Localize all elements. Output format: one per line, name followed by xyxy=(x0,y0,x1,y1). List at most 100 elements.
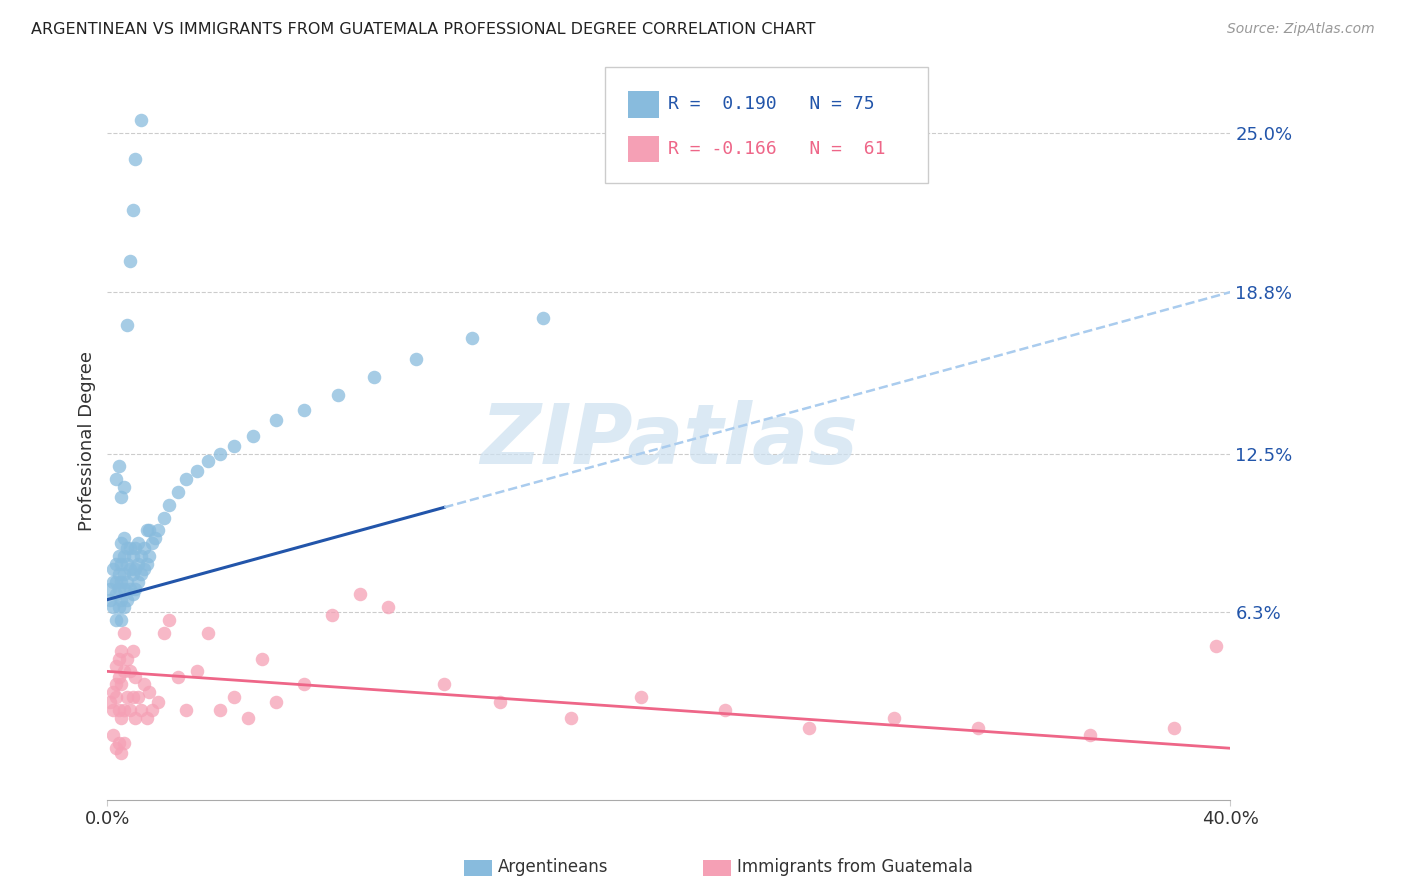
Point xyxy=(127,574,149,589)
Point xyxy=(141,703,163,717)
Point xyxy=(174,472,197,486)
Point xyxy=(110,747,132,761)
Point xyxy=(138,549,160,563)
Point xyxy=(121,644,143,658)
Point xyxy=(132,541,155,556)
Point xyxy=(118,703,141,717)
Point xyxy=(264,413,287,427)
Point xyxy=(132,677,155,691)
Point xyxy=(197,626,219,640)
Point xyxy=(349,587,371,601)
Point xyxy=(118,665,141,679)
Point xyxy=(321,607,343,622)
Point xyxy=(107,566,129,581)
Point xyxy=(115,651,138,665)
Point xyxy=(146,524,169,538)
Point xyxy=(135,710,157,724)
Point xyxy=(121,587,143,601)
Point xyxy=(124,152,146,166)
Point xyxy=(110,613,132,627)
Point xyxy=(186,465,208,479)
Point xyxy=(115,690,138,704)
Point xyxy=(112,480,135,494)
Point xyxy=(124,541,146,556)
Point xyxy=(112,600,135,615)
Point xyxy=(292,403,315,417)
Point xyxy=(363,369,385,384)
Point xyxy=(107,549,129,563)
Point xyxy=(461,331,484,345)
Y-axis label: Professional Degree: Professional Degree xyxy=(79,351,96,531)
Point xyxy=(101,685,124,699)
Point xyxy=(115,574,138,589)
Point xyxy=(799,721,821,735)
Point xyxy=(104,472,127,486)
Point xyxy=(104,690,127,704)
Point xyxy=(129,113,152,128)
Point xyxy=(146,695,169,709)
Point xyxy=(112,665,135,679)
Point xyxy=(236,710,259,724)
Point xyxy=(112,582,135,597)
Point xyxy=(121,202,143,217)
Point xyxy=(115,557,138,571)
Point xyxy=(110,677,132,691)
Point xyxy=(118,582,141,597)
Point xyxy=(110,574,132,589)
Point xyxy=(326,387,349,401)
Point xyxy=(115,541,138,556)
Point xyxy=(98,582,121,597)
Point xyxy=(124,562,146,576)
Point xyxy=(1205,639,1227,653)
Point xyxy=(118,254,141,268)
Point xyxy=(104,557,127,571)
Point xyxy=(104,741,127,756)
Point xyxy=(138,524,160,538)
Point xyxy=(107,736,129,750)
Point xyxy=(107,651,129,665)
Point xyxy=(101,562,124,576)
Point xyxy=(115,592,138,607)
Text: Immigrants from Guatemala: Immigrants from Guatemala xyxy=(737,858,973,876)
Point xyxy=(124,710,146,724)
Point xyxy=(222,439,245,453)
Point xyxy=(141,536,163,550)
Point xyxy=(166,485,188,500)
Point xyxy=(1163,721,1185,735)
Point xyxy=(157,613,180,627)
Point xyxy=(118,541,141,556)
Point xyxy=(110,710,132,724)
Point xyxy=(107,600,129,615)
Point xyxy=(242,428,264,442)
Point xyxy=(112,531,135,545)
Point xyxy=(104,574,127,589)
Point xyxy=(101,574,124,589)
Point xyxy=(405,351,427,366)
Point xyxy=(112,703,135,717)
Point xyxy=(127,690,149,704)
Point xyxy=(121,549,143,563)
Point xyxy=(115,318,138,333)
Point xyxy=(107,669,129,683)
Point xyxy=(110,644,132,658)
Point xyxy=(112,566,135,581)
Point xyxy=(208,446,231,460)
Point xyxy=(135,524,157,538)
Point xyxy=(250,651,273,665)
Point xyxy=(104,659,127,673)
Point xyxy=(132,562,155,576)
Point xyxy=(174,703,197,717)
Point xyxy=(112,736,135,750)
Point xyxy=(110,536,132,550)
Point xyxy=(121,690,143,704)
Point xyxy=(101,728,124,742)
Point xyxy=(377,600,399,615)
Point xyxy=(264,695,287,709)
Point xyxy=(98,592,121,607)
Point xyxy=(104,587,127,601)
Point xyxy=(222,690,245,704)
Point xyxy=(138,685,160,699)
Point xyxy=(98,695,121,709)
Point xyxy=(157,498,180,512)
Point xyxy=(630,690,652,704)
